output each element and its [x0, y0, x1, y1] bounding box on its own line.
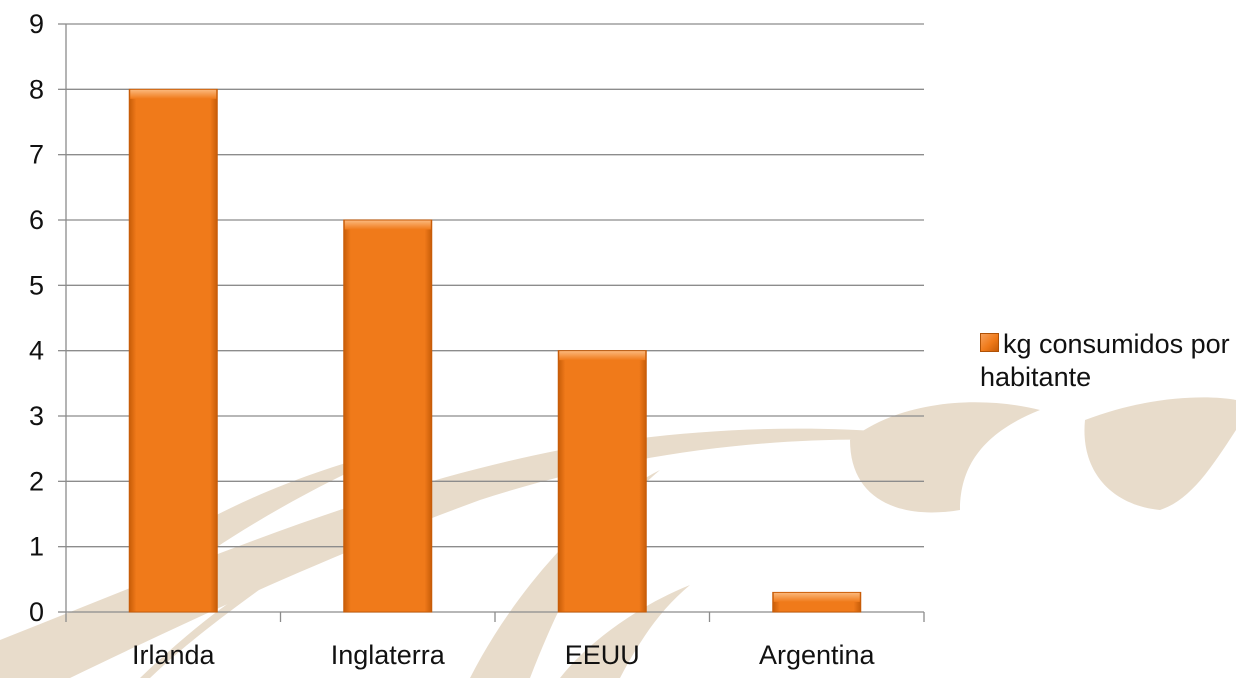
- bar: [557, 350, 647, 613]
- bar: [772, 591, 862, 613]
- y-tick-label: 3: [29, 401, 44, 431]
- y-tick-label: 9: [29, 9, 44, 39]
- legend-label: kg consumidos por habitante: [980, 329, 1230, 392]
- legend-swatch: [980, 333, 999, 352]
- bar: [128, 88, 218, 613]
- y-tick-label: 7: [29, 140, 44, 170]
- y-tick-labels: 0 1 2 3 4 5 6 7 8 9: [29, 9, 44, 627]
- x-tick-label: Inglaterra: [331, 640, 446, 670]
- x-tick-label: Argentina: [759, 640, 876, 670]
- x-tick-label: Irlanda: [132, 640, 216, 670]
- bar: [343, 219, 433, 613]
- bars: [128, 88, 862, 613]
- x-tick-labels: Irlanda Inglaterra EEUU Argentina: [132, 640, 876, 670]
- y-tick-label: 2: [29, 466, 44, 496]
- y-tick-label: 0: [29, 597, 44, 627]
- y-tick-label: 4: [29, 336, 44, 366]
- y-tick-label: 6: [29, 205, 44, 235]
- x-tick-label: EEUU: [565, 640, 640, 670]
- y-tick-label: 1: [29, 532, 44, 562]
- y-tick-label: 8: [29, 74, 44, 104]
- legend: kg consumidos por habitante: [980, 328, 1236, 394]
- y-tick-label: 5: [29, 270, 44, 300]
